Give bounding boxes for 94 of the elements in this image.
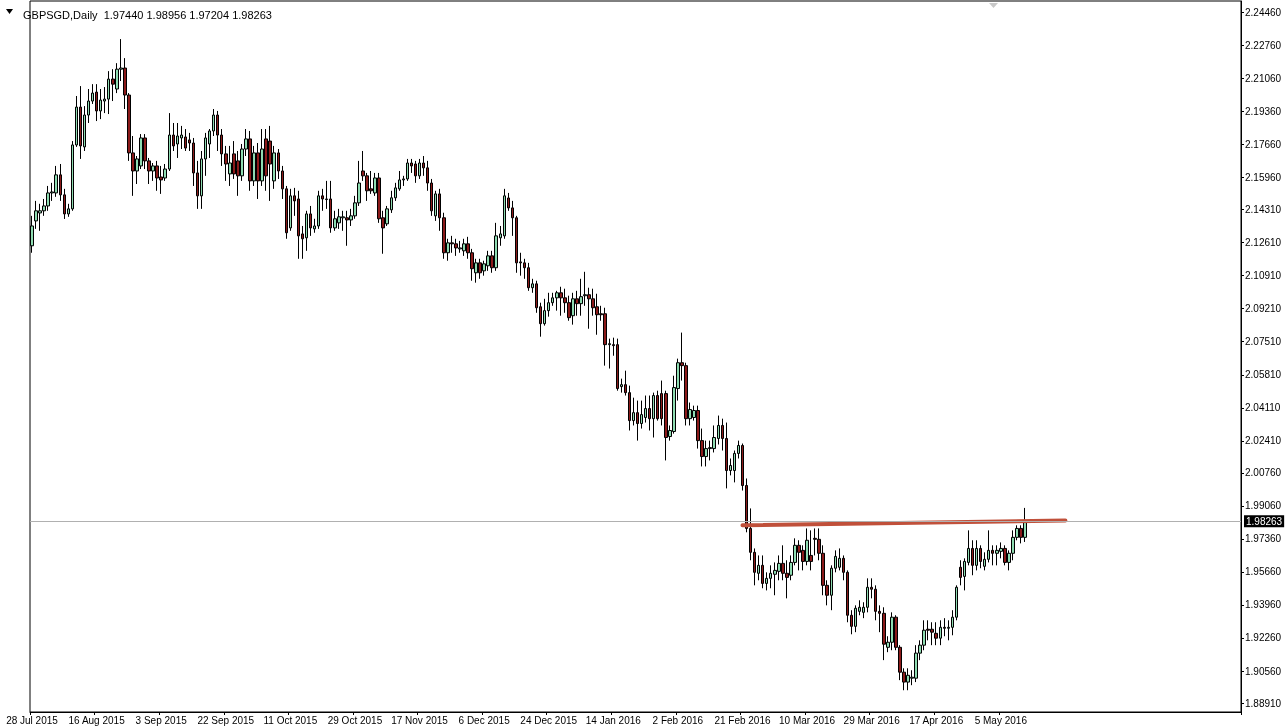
candlestick	[636, 400, 639, 442]
candlestick	[959, 559, 962, 586]
candlestick	[809, 529, 813, 571]
candlestick	[616, 338, 619, 392]
y-tick-label: 2.02410	[1245, 435, 1282, 447]
y-tick-label: 2.19360	[1245, 106, 1282, 118]
candlestick	[345, 210, 349, 247]
candlestick	[595, 293, 599, 336]
x-tick-label: 6 Dec 2015	[458, 714, 511, 726]
y-tick-label: 2.21060	[1245, 73, 1282, 85]
candlestick	[155, 160, 159, 192]
x-tick-label: 29 Mar 2016	[843, 714, 901, 726]
y-tick-label: 2.07510	[1245, 336, 1282, 348]
y-tick-label: 1.95660	[1245, 566, 1282, 578]
candlestick	[228, 145, 232, 187]
candlestick	[79, 85, 82, 160]
x-tick-label: 21 Feb 2016	[714, 714, 771, 726]
candlestick	[559, 286, 563, 317]
candlestick	[854, 604, 857, 633]
y-tick-label: 2.24460	[1245, 6, 1282, 18]
candlestick	[184, 128, 187, 152]
y-tick-label: 2.15960	[1245, 172, 1282, 184]
candlestick	[176, 122, 179, 159]
candlestick	[761, 554, 764, 589]
candlestick	[1003, 544, 1007, 566]
x-tick-label: 22 Sep 2015	[197, 714, 255, 726]
candlestick	[527, 262, 530, 292]
candlestick	[797, 539, 801, 571]
y-tick-label: 1.88910	[1245, 697, 1282, 709]
y-tick-label: 2.10910	[1245, 270, 1282, 282]
y-tick-label: 2.04110	[1245, 402, 1281, 414]
candlestick	[462, 238, 466, 257]
y-tick-label: 1.90560	[1245, 665, 1282, 677]
candlestick	[494, 222, 498, 272]
x-tick-label: 28 Jul 2015	[6, 714, 59, 726]
candlestick	[268, 125, 272, 202]
candlestick	[805, 527, 809, 566]
candlestick	[159, 165, 163, 195]
candlestick	[95, 83, 98, 122]
candlestick	[603, 307, 607, 367]
candlestick	[1023, 507, 1027, 543]
candlestick	[930, 621, 934, 646]
y-tick-label: 2.17660	[1245, 139, 1282, 151]
x-tick-label: 17 Apr 2016	[909, 714, 964, 726]
x-tick-label: 29 Oct 2015	[327, 714, 383, 726]
y-tick-label: 2.22760	[1245, 39, 1282, 51]
candlestick	[975, 539, 978, 571]
candlestick	[486, 250, 490, 272]
candlestick	[890, 611, 894, 651]
candlestick	[418, 158, 421, 180]
candlestick	[725, 422, 728, 489]
candlestick	[906, 667, 910, 691]
candlestick	[571, 292, 575, 326]
candlestick	[652, 392, 655, 439]
x-tick-label: 14 Jan 2016	[585, 714, 642, 726]
y-tick-label: 2.00760	[1245, 467, 1282, 479]
candlestick	[317, 190, 320, 230]
candlestick	[248, 130, 252, 192]
y-tick-label: 2.09210	[1245, 303, 1282, 315]
candlestick	[882, 606, 886, 661]
x-tick-label: 5 May 2016	[974, 714, 1028, 726]
y-tick-label: 2.12610	[1245, 237, 1282, 249]
candlestick	[99, 88, 102, 120]
candlestick	[38, 203, 42, 232]
x-tick-label: 24 Dec 2015	[520, 714, 578, 726]
candlestick	[458, 240, 462, 254]
y-tick-label: 1.93960	[1245, 599, 1282, 611]
y-tick-label: 1.92260	[1245, 632, 1282, 644]
x-tick-label: 16 Aug 2015	[68, 714, 126, 726]
candlestick	[337, 208, 341, 230]
candlestick	[54, 165, 58, 198]
x-tick-label: 10 Mar 2016	[778, 714, 836, 726]
candlestick	[555, 290, 559, 312]
x-tick-label: 17 Nov 2015	[391, 714, 449, 726]
x-tick-label: 3 Sep 2015	[135, 714, 188, 726]
candlestick	[813, 527, 817, 556]
x-tick-label: 2 Feb 2016	[652, 714, 704, 726]
candlestick	[297, 190, 300, 260]
candlestick	[454, 238, 458, 257]
y-tick-label: 1.99060	[1245, 500, 1282, 512]
candlestick	[478, 258, 482, 280]
x-tick-label: 11 Oct 2015	[263, 714, 318, 726]
y-tick-label: 2.05810	[1245, 369, 1282, 381]
candlestick	[914, 644, 918, 683]
ref-line-label: 1.98263	[1246, 515, 1283, 527]
candlestick	[934, 621, 938, 646]
candlestick	[979, 544, 982, 569]
candlestick	[995, 544, 999, 566]
y-tick-label: 1.97360	[1245, 533, 1282, 545]
text: GBPSGD,Daily 1.97440 1.98956 1.97204 1.98263	[23, 8, 272, 21]
candlestick	[46, 185, 50, 212]
candlestick	[406, 158, 409, 182]
candlestick	[414, 160, 417, 184]
y-tick-label: 2.14310	[1245, 204, 1282, 216]
